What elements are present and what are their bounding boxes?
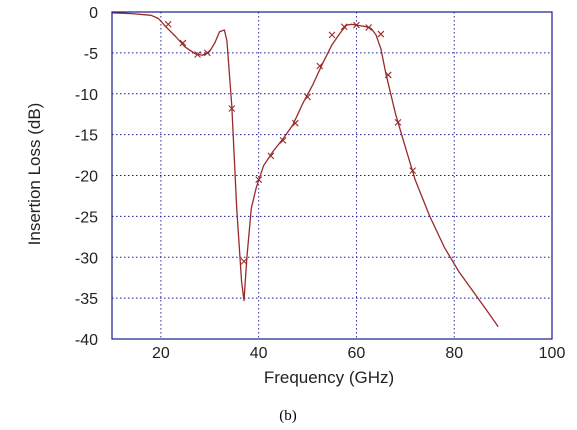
series-curve [111,12,499,328]
data-point-marker [394,118,402,126]
data-point-marker [384,71,392,79]
x-tick-labels: 20 40 60 80 100 [152,345,565,362]
data-point-marker [316,62,324,70]
y-axis-label: Insertion Loss (dB) [25,103,44,246]
series-markers [164,20,417,265]
data-point-marker [377,30,385,38]
y-tick-label: -25 [75,209,98,226]
x-tick-label: 80 [445,345,463,362]
data-point-marker [194,51,201,58]
figure-caption: (b) [279,408,297,424]
data-point-marker [240,257,248,265]
x-tick-label: 20 [152,345,170,362]
plot-frame [111,11,553,340]
series-line [111,12,499,328]
data-point-marker [353,21,360,29]
y-tick-label: 0 [89,5,98,22]
data-point-marker [279,136,287,144]
data-point-marker [179,39,187,47]
x-tick-label: 100 [539,345,566,362]
data-point-marker [203,49,211,57]
y-tick-label: -35 [75,291,98,308]
x-axis-label: Frequency (GHz) [264,368,394,387]
y-tick-label: -30 [75,250,98,267]
data-point-marker [304,93,311,101]
data-point-marker [409,167,417,174]
y-tick-label: -20 [75,169,98,186]
data-point-marker [267,152,275,160]
data-point-marker [164,20,172,28]
data-point-marker [340,23,348,31]
y-tick-labels: 0 -5 -10 -15 -20 -25 -30 -35 -40 [75,5,98,349]
data-point-marker [255,176,263,183]
data-point-marker [228,105,236,112]
y-tick-label: -40 [75,332,98,349]
x-tick-label: 40 [250,345,268,362]
y-tick-label: -5 [84,46,98,63]
y-tick-label: -15 [75,128,98,145]
x-tick-label: 60 [348,345,366,362]
data-point-marker [328,31,336,39]
y-tick-label: -10 [75,87,98,104]
grid-lines [112,11,553,340]
data-point-marker [365,24,373,31]
data-point-marker [291,119,299,127]
